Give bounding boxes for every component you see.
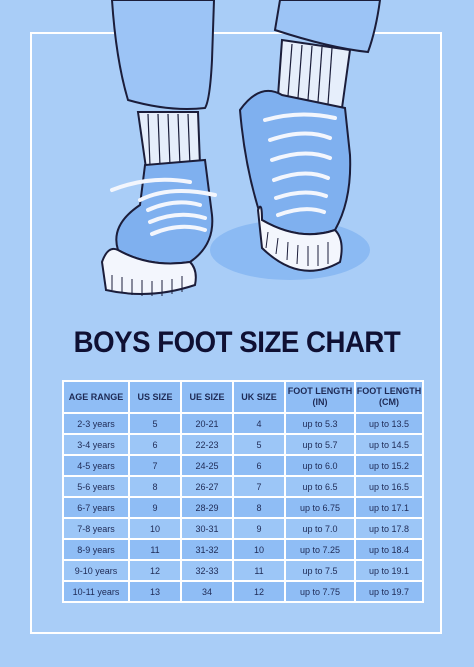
table-row: 9-10 years 12 32-33 11 up to 7.5 up to 1… bbox=[62, 559, 424, 582]
table-row: 4-5 years 7 24-25 6 up to 6.0 up to 15.2 bbox=[62, 454, 424, 477]
table-header-row: AGE RANGE US SIZE UE SIZE UK SIZE FOOT L… bbox=[62, 380, 424, 414]
cell-ue-size: 26-27 bbox=[180, 475, 234, 498]
cell-age-range: 2-3 years bbox=[62, 412, 130, 435]
cell-uk-size: 9 bbox=[232, 517, 286, 540]
cell-us-size: 9 bbox=[128, 496, 182, 519]
cell-us-size: 8 bbox=[128, 475, 182, 498]
cell-foot-length-cm: up to 13.5 bbox=[354, 412, 424, 435]
right-shoe-sole bbox=[256, 205, 343, 272]
cell-uk-size: 7 bbox=[232, 475, 286, 498]
col-header-uk-size: UK SIZE bbox=[232, 380, 286, 414]
cell-us-size: 7 bbox=[128, 454, 182, 477]
cell-age-range: 5-6 years bbox=[62, 475, 130, 498]
page-title: BOYS FOOT SIZE CHART bbox=[73, 326, 401, 359]
table-row: 8-9 years 11 31-32 10 up to 7.25 up to 1… bbox=[62, 538, 424, 561]
cell-ue-size: 24-25 bbox=[180, 454, 234, 477]
cell-ue-size: 20-21 bbox=[180, 412, 234, 435]
cell-age-range: 3-4 years bbox=[62, 433, 130, 456]
cell-ue-size: 32-33 bbox=[180, 559, 234, 582]
col-header-us-size: US SIZE bbox=[128, 380, 182, 414]
table-row: 7-8 years 10 30-31 9 up to 7.0 up to 17.… bbox=[62, 517, 424, 540]
cell-age-range: 10-11 years bbox=[62, 580, 130, 603]
cell-ue-size: 30-31 bbox=[180, 517, 234, 540]
cell-age-range: 7-8 years bbox=[62, 517, 130, 540]
cell-ue-size: 22-23 bbox=[180, 433, 234, 456]
cell-age-range: 4-5 years bbox=[62, 454, 130, 477]
cell-foot-length-in: up to 7.0 bbox=[284, 517, 356, 540]
col-header-ue-size: UE SIZE bbox=[180, 380, 234, 414]
cell-uk-size: 4 bbox=[232, 412, 286, 435]
cell-us-size: 6 bbox=[128, 433, 182, 456]
cell-foot-length-cm: up to 19.7 bbox=[354, 580, 424, 603]
cell-us-size: 10 bbox=[128, 517, 182, 540]
right-shoe-upper bbox=[238, 90, 352, 236]
white-border-frame bbox=[30, 32, 442, 634]
cell-foot-length-cm: up to 16.5 bbox=[354, 475, 424, 498]
left-pants-leg bbox=[110, 0, 216, 110]
cell-foot-length-in: up to 6.5 bbox=[284, 475, 356, 498]
cell-foot-length-in: up to 7.75 bbox=[284, 580, 356, 603]
col-header-foot-length-cm: FOOT LENGTH (CM) bbox=[354, 380, 424, 414]
cell-age-range: 8-9 years bbox=[62, 538, 130, 561]
cell-foot-length-cm: up to 14.5 bbox=[354, 433, 424, 456]
cell-uk-size: 10 bbox=[232, 538, 286, 561]
cell-us-size: 11 bbox=[128, 538, 182, 561]
table-row: 3-4 years 6 22-23 5 up to 5.7 up to 14.5 bbox=[62, 433, 424, 456]
table-row: 5-6 years 8 26-27 7 up to 6.5 up to 16.5 bbox=[62, 475, 424, 498]
cell-foot-length-cm: up to 15.2 bbox=[354, 454, 424, 477]
cell-us-size: 13 bbox=[128, 580, 182, 603]
col-header-age-range: AGE RANGE bbox=[62, 380, 130, 414]
cell-foot-length-in: up to 6.0 bbox=[284, 454, 356, 477]
table-row: 2-3 years 5 20-21 4 up to 5.3 up to 13.5 bbox=[62, 412, 424, 435]
cell-uk-size: 6 bbox=[232, 454, 286, 477]
sneakers-illustration bbox=[100, 0, 382, 296]
cell-foot-length-in: up to 6.75 bbox=[284, 496, 356, 519]
cell-age-range: 9-10 years bbox=[62, 559, 130, 582]
cell-foot-length-cm: up to 18.4 bbox=[354, 538, 424, 561]
size-chart-table: AGE RANGE US SIZE UE SIZE UK SIZE FOOT L… bbox=[62, 380, 424, 603]
cell-uk-size: 11 bbox=[232, 559, 286, 582]
cell-age-range: 6-7 years bbox=[62, 496, 130, 519]
cell-ue-size: 28-29 bbox=[180, 496, 234, 519]
cell-us-size: 12 bbox=[128, 559, 182, 582]
cell-ue-size: 31-32 bbox=[180, 538, 234, 561]
cell-us-size: 5 bbox=[128, 412, 182, 435]
table-row: 10-11 years 13 34 12 up to 7.75 up to 19… bbox=[62, 580, 424, 603]
col-header-foot-length-in: FOOT LENGTH (IN) bbox=[284, 380, 356, 414]
cell-uk-size: 5 bbox=[232, 433, 286, 456]
cell-foot-length-cm: up to 17.8 bbox=[354, 517, 424, 540]
cell-foot-length-in: up to 5.3 bbox=[284, 412, 356, 435]
cell-foot-length-cm: up to 19.1 bbox=[354, 559, 424, 582]
cell-foot-length-in: up to 5.7 bbox=[284, 433, 356, 456]
left-shoe-upper bbox=[115, 158, 214, 265]
cell-ue-size: 34 bbox=[180, 580, 234, 603]
cell-foot-length-in: up to 7.5 bbox=[284, 559, 356, 582]
right-pants-leg bbox=[273, 0, 382, 54]
cell-uk-size: 8 bbox=[232, 496, 286, 519]
cell-uk-size: 12 bbox=[232, 580, 286, 603]
cell-foot-length-cm: up to 17.1 bbox=[354, 496, 424, 519]
table-row: 6-7 years 9 28-29 8 up to 6.75 up to 17.… bbox=[62, 496, 424, 519]
cell-foot-length-in: up to 7.25 bbox=[284, 538, 356, 561]
